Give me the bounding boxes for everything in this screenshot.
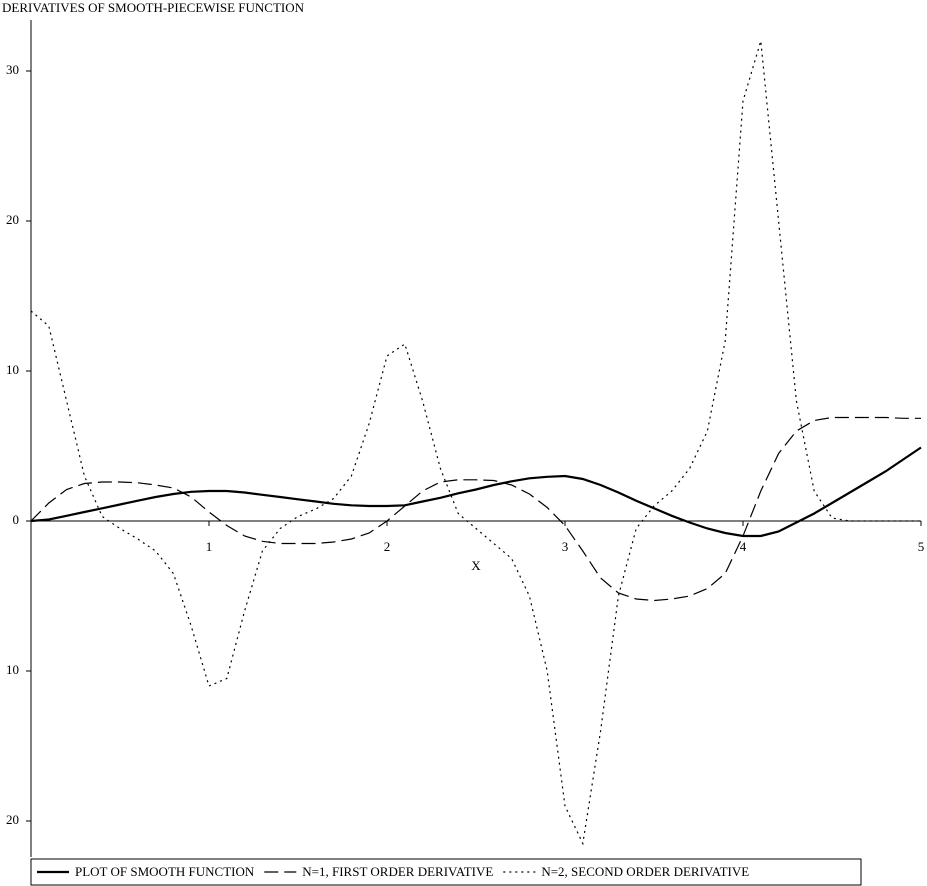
legend-label: N=2, SECOND ORDER DERIVATIVE <box>541 864 749 879</box>
legend-label: PLOT OF SMOOTH FUNCTION <box>75 864 255 879</box>
y-tick-label: 20 <box>6 812 19 827</box>
legend-label: N=1, FIRST ORDER DERIVATIVE <box>302 864 493 879</box>
series-line <box>31 446 922 538</box>
x-tick-label: 5 <box>918 539 925 554</box>
chart-title: DERIVATIVES OF SMOOTH-PIECEWISE FUNCTION <box>2 0 305 15</box>
y-tick-label: 10 <box>6 362 19 377</box>
y-tick-label: 20 <box>6 212 19 227</box>
x-tick-label: 3 <box>562 539 569 554</box>
x-tick-label: 4 <box>740 539 747 554</box>
y-tick-label: 30 <box>6 62 19 77</box>
series-line <box>31 416 921 602</box>
x-tick-label: 1 <box>206 539 213 554</box>
x-tick-label: 2 <box>384 539 391 554</box>
series-line <box>31 40 921 846</box>
x-axis-label: X <box>471 558 481 573</box>
y-tick-label: 10 <box>6 662 19 677</box>
y-tick-label: 0 <box>13 512 20 527</box>
legend-box <box>30 858 862 886</box>
